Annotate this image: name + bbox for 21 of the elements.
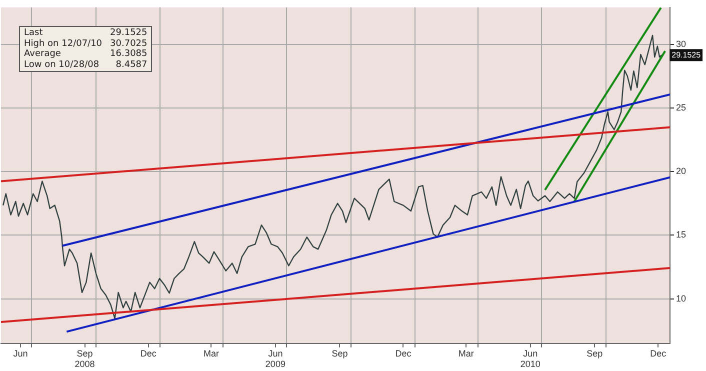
text: Low on 10/28/08 8.4587 [24,60,148,70]
x-tick-label: Dec [650,348,667,358]
y-tick-label: 25 [676,102,686,112]
x-tick-label: Mar [458,348,474,358]
x-tick-label: Sep [586,348,603,358]
annotation: High on 12/07/10 30.7025 [24,38,148,49]
x-tick-label: Sep 2008 [74,348,95,370]
y-tick-label: 30 [676,38,686,49]
x-tick-label: Jun 2009 [265,348,286,370]
y-tick-label: 10 [676,293,686,304]
x-tick-label: Dec [395,348,412,358]
text: Last 29.1525 [24,28,148,38]
x-tick-label: Mar [203,348,219,358]
x-tick-label: Sep [332,348,348,358]
text: Average 16.3085 [24,49,148,59]
x-tick-label: Jun [13,348,28,358]
y-tick-label: 15 [676,230,686,240]
y-tick-label: 20 [676,166,686,176]
annotation: 29.1525 [672,50,702,60]
x-tick-label: Dec [140,348,157,358]
x-tick-label: Jun 2010 [520,348,540,370]
